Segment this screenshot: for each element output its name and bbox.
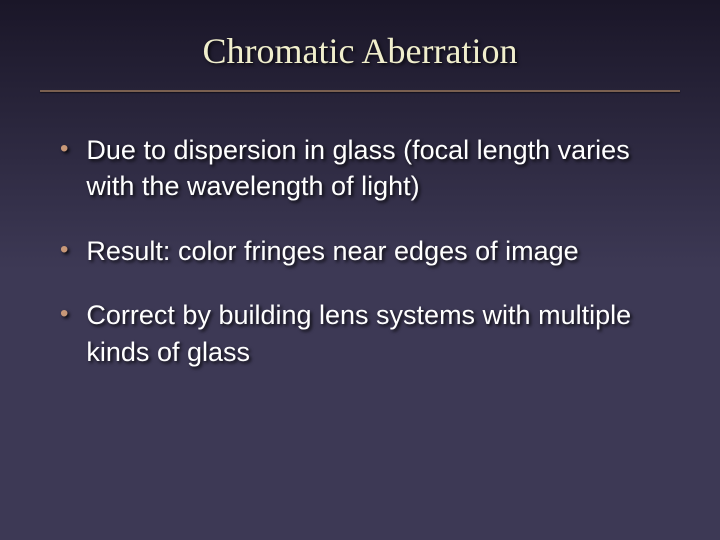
bullet-text: Result: color fringes near edges of imag… (86, 233, 578, 269)
bullet-item: • Due to dispersion in glass (focal leng… (60, 132, 670, 205)
slide-content: • Due to dispersion in glass (focal leng… (0, 92, 720, 370)
bullet-marker: • (60, 132, 68, 166)
slide-title: Chromatic Aberration (0, 0, 720, 72)
bullet-item: • Result: color fringes near edges of im… (60, 233, 670, 269)
bullet-text: Correct by building lens systems with mu… (86, 297, 670, 370)
bullet-item: • Correct by building lens systems with … (60, 297, 670, 370)
bullet-text: Due to dispersion in glass (focal length… (86, 132, 670, 205)
bullet-marker: • (60, 233, 68, 267)
bullet-marker: • (60, 297, 68, 331)
